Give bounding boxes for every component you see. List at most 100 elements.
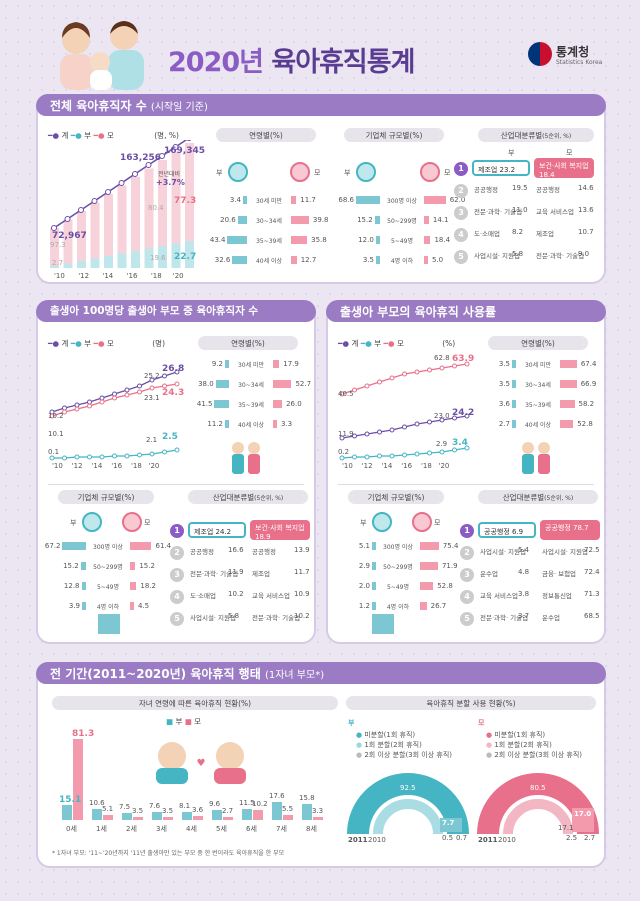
rank-badge: 4 xyxy=(170,590,184,604)
mother-face-icon xyxy=(290,162,310,182)
stack-bar-father xyxy=(158,246,167,268)
age-label: 2세 xyxy=(126,825,137,833)
mother-value: 26.0 xyxy=(286,400,302,408)
mother-industry-value: 10.2 xyxy=(294,612,310,620)
mother-value: 52.8 xyxy=(577,420,593,428)
rank-badge: 1 xyxy=(170,524,184,538)
label-2020-total: 169,345 xyxy=(164,146,205,156)
father-value: 3.4 xyxy=(229,196,241,204)
line-point xyxy=(464,445,470,451)
line-point xyxy=(172,144,179,150)
mother-bar xyxy=(273,380,292,388)
mother-bar xyxy=(291,196,297,204)
mother-value: 5.0 xyxy=(432,256,444,264)
father-bar xyxy=(182,811,192,820)
stack-bar xyxy=(185,143,194,268)
line-point xyxy=(87,399,92,405)
mother-value: 3.5 xyxy=(132,806,144,815)
line-point xyxy=(124,387,130,393)
line-point xyxy=(439,417,445,423)
mother-face-icon xyxy=(122,512,142,532)
line-point xyxy=(364,431,370,437)
father-value: 2.0 xyxy=(358,582,370,590)
age-label: 5세 xyxy=(216,825,227,833)
legend: ━● 계 ━● 부 ━● 모 (명) xyxy=(48,339,166,348)
father-face-icon xyxy=(356,162,376,182)
rank-badge: 4 xyxy=(454,228,468,242)
page-title: 2020년 육아휴직통계 xyxy=(168,40,415,79)
building-icon xyxy=(98,614,120,634)
mother-value: 71.9 xyxy=(441,562,458,570)
mother-industry-value: 13.9 xyxy=(294,546,310,554)
father-industry: 공공행정 xyxy=(474,186,498,194)
mother-bar xyxy=(560,360,577,368)
father-bar xyxy=(92,809,102,820)
father-value: 3.5 xyxy=(498,360,510,368)
mother-industry: 전문·과학· 기술업 xyxy=(252,614,301,622)
line-point xyxy=(174,447,180,453)
row-label: 300명 이상 xyxy=(383,544,413,551)
couple-icon xyxy=(522,442,550,474)
father-industry: 도·소매업 xyxy=(474,230,500,238)
father-bar xyxy=(80,562,86,570)
line-point xyxy=(377,429,382,435)
age-label: 8세 xyxy=(306,825,317,833)
father-value: 15.2 xyxy=(357,216,373,224)
line-point xyxy=(91,198,98,204)
size-title: 기업체 규모별(%) xyxy=(58,490,154,504)
father-value: 15.1 xyxy=(59,794,82,805)
mother-value: 18.2 xyxy=(140,582,156,590)
mother-value: 4.5 xyxy=(138,602,150,610)
line-point xyxy=(124,453,130,459)
mother-industry: 제조업 xyxy=(252,570,270,578)
row-label: 40세 이상 xyxy=(524,422,552,429)
father-value: 9.6 xyxy=(209,800,221,809)
father-value: 67.2 xyxy=(44,542,61,550)
title-main: 육아휴직통계 xyxy=(271,47,415,78)
mother-bar xyxy=(273,360,280,368)
father-value: 11.5 xyxy=(239,798,255,807)
age-label: 7세 xyxy=(276,825,287,833)
title-year: 2020년 xyxy=(168,47,264,78)
mother-industry-value: 10.7 xyxy=(578,228,594,236)
mother-value: 15.2 xyxy=(139,562,155,570)
line-point xyxy=(402,371,407,377)
father-industry-value: 16.6 xyxy=(228,546,244,554)
mother-bar xyxy=(560,380,577,388)
father-bar xyxy=(225,360,229,368)
line-point xyxy=(112,391,117,397)
father-bar xyxy=(355,196,380,204)
father-value: 43.4 xyxy=(209,236,226,244)
mother-value: 2.7 xyxy=(222,807,234,816)
line-point xyxy=(464,361,470,367)
line-point xyxy=(99,399,105,405)
line-point xyxy=(414,451,420,457)
row-label: 5~49명 xyxy=(97,584,119,591)
child-age-bars: 15.1 81.3 0세 10.6 5.1 1세 7.5 3.5 2세 7.6 3.5 3세 8.1 3.… xyxy=(52,728,332,838)
row-label: 30세 미만 xyxy=(524,362,552,369)
row-label: 5~49명 xyxy=(391,238,413,245)
child-age-title: 자녀 연령에 따른 육아휴직 현황(%) xyxy=(52,696,338,710)
mother-value: 18.4 xyxy=(434,236,451,244)
line-point xyxy=(439,449,445,455)
mother-bar xyxy=(273,400,283,408)
father-bar xyxy=(375,236,380,244)
mother-face-icon xyxy=(420,162,440,182)
father-bar xyxy=(62,542,86,550)
stack-bar-father xyxy=(131,251,140,268)
father-face-icon xyxy=(82,512,102,532)
father-value: 1.2 xyxy=(358,602,370,610)
mother-industry-value: 72.4 xyxy=(584,568,600,576)
line-point xyxy=(162,383,167,389)
father-industry: 전문·과학· 기술업 xyxy=(190,570,239,578)
year-axis: '10 '12 '14 '16 '18 '20 xyxy=(342,462,450,470)
line-point xyxy=(377,379,382,385)
stack-bar xyxy=(171,151,181,268)
mother-value: 5.1 xyxy=(102,804,114,813)
row-label: 30~34세 xyxy=(256,218,282,225)
footnote: * 1자녀 부모: '11~'20년까지 '11년 출생아만 있는 부모 중 한… xyxy=(52,850,285,857)
line-point xyxy=(174,381,180,387)
family-illustration xyxy=(60,21,144,90)
father-value: 3.5 xyxy=(498,380,510,388)
line-point xyxy=(159,153,165,159)
